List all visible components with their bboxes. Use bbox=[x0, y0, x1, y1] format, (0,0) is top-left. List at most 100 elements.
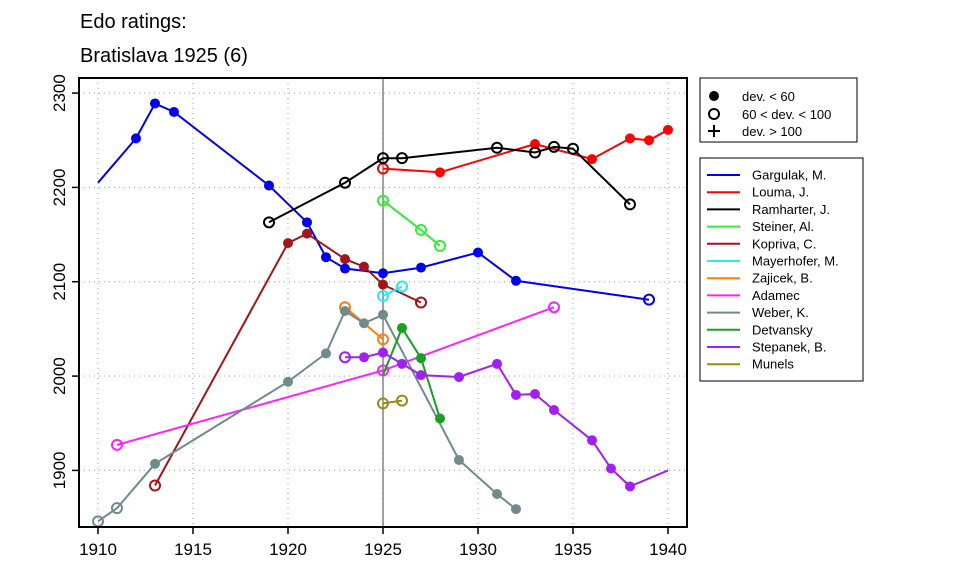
filled-circle-icon bbox=[709, 91, 719, 101]
data-point-filled bbox=[625, 481, 635, 492]
data-point-filled bbox=[321, 348, 331, 359]
series-louma-j bbox=[377, 124, 673, 178]
data-point-filled bbox=[397, 322, 407, 333]
data-point-filled bbox=[492, 488, 502, 499]
x-axis: 1910 1915 1920 1925 1930 1935 1940 bbox=[79, 527, 687, 559]
y-tick-label: 2000 bbox=[50, 357, 69, 395]
x-tick-label: 1925 bbox=[364, 540, 402, 559]
marker-legend: dev. < 60 60 < dev. < 100 dev. > 100 bbox=[699, 77, 858, 143]
series-stepanek-b bbox=[339, 347, 669, 492]
data-point-filled bbox=[283, 376, 293, 387]
data-point-filled bbox=[606, 463, 616, 474]
marker-legend-label-open: 60 < dev. < 100 bbox=[742, 107, 831, 122]
data-point-filled bbox=[492, 358, 502, 369]
data-point-filled bbox=[416, 370, 426, 381]
legend-label: Louma, J. bbox=[752, 185, 809, 200]
legend-label: Weber, K. bbox=[752, 305, 809, 320]
data-point-filled bbox=[359, 352, 369, 363]
data-point-filled bbox=[378, 347, 388, 358]
series-mayerhofer-m bbox=[377, 280, 408, 302]
data-point-filled bbox=[530, 388, 540, 399]
series-line bbox=[382, 325, 441, 419]
data-point-filled bbox=[511, 504, 521, 515]
data-point-open bbox=[377, 289, 389, 302]
legend-label: Kopriva, C. bbox=[752, 236, 816, 251]
data-point-open bbox=[643, 293, 655, 306]
data-point-filled bbox=[435, 167, 445, 178]
series-legend-box bbox=[699, 157, 864, 382]
data-point-filled bbox=[169, 106, 179, 117]
data-point-filled bbox=[378, 268, 388, 279]
legend-label: Stepanek, B. bbox=[752, 340, 826, 355]
y-tick-label: 2200 bbox=[50, 169, 69, 207]
chart-title-line-2: Bratislava 1925 (6) bbox=[80, 45, 248, 67]
data-point-open bbox=[92, 515, 104, 528]
data-point-open bbox=[339, 176, 351, 189]
data-point-filled bbox=[321, 252, 331, 263]
open-circle-icon bbox=[708, 108, 720, 120]
data-point-filled bbox=[397, 358, 407, 369]
data-point-open bbox=[149, 479, 161, 492]
series-ramharter-j bbox=[263, 140, 636, 229]
data-point-filled bbox=[378, 279, 388, 290]
data-point-filled bbox=[340, 263, 350, 274]
series-munels bbox=[377, 394, 408, 410]
data-point-open bbox=[396, 280, 408, 293]
data-point-filled bbox=[416, 262, 426, 273]
marker-legend-label-filled: dev. < 60 bbox=[742, 89, 795, 104]
data-point-filled bbox=[663, 124, 673, 135]
data-point-filled bbox=[435, 413, 445, 424]
data-point-filled bbox=[131, 133, 141, 144]
data-point-filled bbox=[359, 261, 369, 272]
legend-label: Mayerhofer, M. bbox=[752, 254, 839, 269]
data-point-open bbox=[377, 152, 389, 165]
data-point-filled bbox=[530, 139, 540, 150]
data-point-filled bbox=[511, 275, 521, 286]
series-steiner-al bbox=[377, 194, 446, 252]
x-tick-label: 1930 bbox=[459, 540, 497, 559]
data-point-open bbox=[396, 394, 408, 407]
x-tick-label: 1920 bbox=[269, 540, 307, 559]
data-point-filled bbox=[340, 305, 350, 316]
legend-label: Adamec bbox=[752, 288, 800, 303]
data-point-filled bbox=[587, 154, 597, 165]
data-point-filled bbox=[340, 254, 350, 265]
data-point-open bbox=[491, 141, 503, 154]
legend-label: Zajicek, B. bbox=[752, 271, 813, 286]
plus-icon bbox=[708, 125, 720, 137]
data-point-open bbox=[567, 142, 579, 155]
y-tick-label: 1900 bbox=[50, 451, 69, 489]
data-point-open bbox=[377, 333, 389, 346]
legend-label: Gargulak, M. bbox=[752, 168, 826, 183]
data-point-filled bbox=[511, 389, 521, 400]
data-point-open bbox=[377, 194, 389, 207]
legend-label: Munels bbox=[752, 357, 794, 372]
data-point-filled bbox=[454, 455, 464, 466]
series-legend: Gargulak, M. Louma, J. Ramharter, J. Steine… bbox=[699, 157, 864, 382]
data-point-open bbox=[548, 140, 560, 153]
series-kopriva-c bbox=[149, 228, 427, 492]
legend-label: Ramharter, J. bbox=[752, 202, 830, 217]
data-point-filled bbox=[625, 133, 635, 144]
data-point-filled bbox=[644, 135, 654, 146]
data-point-open bbox=[377, 397, 389, 410]
series-line bbox=[382, 285, 403, 297]
data-point-open bbox=[434, 239, 446, 252]
series-line bbox=[345, 351, 669, 488]
data-point-open bbox=[624, 198, 636, 211]
data-point-filled bbox=[359, 318, 369, 329]
data-point-filled bbox=[150, 98, 160, 109]
x-tick-label: 1940 bbox=[649, 540, 687, 559]
data-point-filled bbox=[549, 405, 559, 416]
series-weber-k bbox=[92, 305, 521, 528]
data-point-open bbox=[263, 216, 275, 229]
data-point-open bbox=[339, 351, 351, 364]
data-point-open bbox=[111, 438, 123, 451]
series-adamec bbox=[111, 301, 560, 451]
data-point-filled bbox=[454, 372, 464, 383]
x-tick-label: 1915 bbox=[174, 540, 212, 559]
y-tick-label: 2100 bbox=[50, 263, 69, 301]
data-point-filled bbox=[302, 217, 312, 228]
marker-legend-label-plus: dev. > 100 bbox=[742, 124, 802, 139]
data-point-open bbox=[529, 146, 541, 159]
